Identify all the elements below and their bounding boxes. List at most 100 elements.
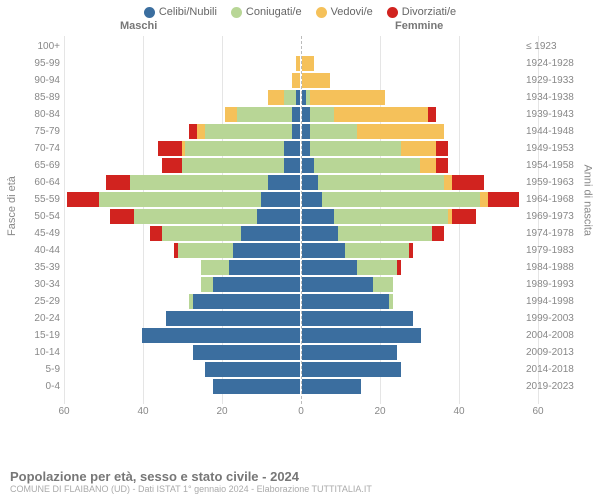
- birth-year-label: 1994-1998: [526, 293, 586, 310]
- bar-segment: [150, 226, 162, 241]
- birth-year-label: 2009-2013: [526, 344, 586, 361]
- bar-segment: [310, 90, 385, 105]
- x-tick: 40: [137, 406, 148, 417]
- bar-segment: [162, 158, 182, 173]
- age-label: 20-24: [20, 310, 60, 327]
- age-label: 100+: [20, 38, 60, 55]
- bar-segment: [302, 328, 421, 343]
- age-label: 55-59: [20, 191, 60, 208]
- age-label: 75-79: [20, 123, 60, 140]
- male-bar: [162, 158, 300, 173]
- male-bar: [268, 90, 300, 105]
- bar-segment: [99, 192, 261, 207]
- male-bar: [205, 362, 300, 377]
- age-band-row: 10-142009-2013: [0, 344, 600, 361]
- male-bar: [292, 73, 300, 88]
- bar-segment: [302, 73, 330, 88]
- x-tick: 20: [216, 406, 227, 417]
- plot-area: Fasce di età Anni di nascita 60402002040…: [0, 36, 600, 424]
- legend-item: Coniugati/e: [231, 6, 302, 18]
- bar-segment: [302, 141, 310, 156]
- age-band-row: 60-64 1959-1963: [0, 174, 600, 191]
- age-label: 85-89: [20, 89, 60, 106]
- birth-year-label: ≤ 1923: [526, 38, 586, 55]
- age-label: 65-69: [20, 157, 60, 174]
- male-bar: [106, 175, 300, 190]
- bar-segment: [428, 107, 436, 122]
- male-bar: [110, 209, 300, 224]
- female-bar: [302, 328, 421, 343]
- bar-segment: [302, 379, 361, 394]
- birth-year-label: 1934-1938: [526, 89, 586, 106]
- male-bar: [189, 124, 300, 139]
- bar-segment: [284, 90, 296, 105]
- female-bar: [302, 260, 401, 275]
- bar-segment: [268, 90, 284, 105]
- bar-segment: [284, 141, 300, 156]
- chart-subtitle: COMUNE DI FLAIBANO (UD) - Dati ISTAT 1° …: [10, 484, 372, 494]
- birth-year-label: 1959-1963: [526, 174, 586, 191]
- male-bar: [213, 379, 300, 394]
- bar-segment: [213, 379, 300, 394]
- bar-segment: [420, 158, 436, 173]
- bar-segment: [178, 243, 233, 258]
- age-label: 95-99: [20, 55, 60, 72]
- bar-segment: [302, 158, 314, 173]
- bar-segment: [409, 243, 413, 258]
- bar-segment: [302, 192, 322, 207]
- female-bar: [302, 158, 448, 173]
- bar-segment: [193, 345, 300, 360]
- bar-segment: [257, 209, 300, 224]
- bar-segment: [182, 158, 285, 173]
- male-bar: [150, 226, 300, 241]
- bar-segment: [436, 141, 448, 156]
- bar-segment: [310, 124, 357, 139]
- bar-segment: [205, 362, 300, 377]
- bar-segment: [241, 226, 300, 241]
- age-label: 40-44: [20, 242, 60, 259]
- bar-segment: [334, 107, 429, 122]
- bar-segment: [201, 260, 229, 275]
- bar-segment: [162, 226, 241, 241]
- bar-segment: [302, 243, 345, 258]
- female-bar: [302, 107, 436, 122]
- male-bar: [193, 345, 300, 360]
- x-tick: 40: [453, 406, 464, 417]
- bar-segment: [284, 158, 300, 173]
- bar-segment: [452, 175, 484, 190]
- bar-segment: [322, 192, 480, 207]
- age-band-row: 0-42019-2023: [0, 378, 600, 395]
- bar-segment: [302, 277, 373, 292]
- age-label: 45-49: [20, 225, 60, 242]
- male-bar: [296, 56, 300, 71]
- age-band-row: 30-341989-1993: [0, 276, 600, 293]
- bar-segment: [357, 260, 397, 275]
- age-label: 15-19: [20, 327, 60, 344]
- age-band-row: 45-49 1974-1978: [0, 225, 600, 242]
- age-band-row: 90-941929-1933: [0, 72, 600, 89]
- bar-segment: [225, 107, 237, 122]
- age-label: 50-54: [20, 208, 60, 225]
- bar-segment: [310, 141, 401, 156]
- x-tick: 60: [532, 406, 543, 417]
- birth-year-label: 1974-1978: [526, 225, 586, 242]
- legend-swatch: [316, 7, 327, 18]
- bar-segment: [314, 158, 421, 173]
- legend-item: Divorziati/e: [387, 6, 456, 18]
- bar-segment: [480, 192, 488, 207]
- age-band-row: 25-291994-1998: [0, 293, 600, 310]
- age-band-row: 100+ ≤ 1923: [0, 38, 600, 55]
- female-bar: [302, 192, 519, 207]
- age-band-row: 65-691954-1958: [0, 157, 600, 174]
- birth-year-label: 1969-1973: [526, 208, 586, 225]
- female-bar: [302, 345, 397, 360]
- bar-segment: [213, 277, 300, 292]
- bar-segment: [334, 209, 449, 224]
- x-tick: 0: [298, 406, 304, 417]
- bar-segment: [197, 124, 205, 139]
- bar-segment: [345, 243, 408, 258]
- age-label: 60-64: [20, 174, 60, 191]
- legend-label: Coniugati/e: [246, 6, 302, 18]
- male-bar: [158, 141, 300, 156]
- birth-year-label: 1949-1953: [526, 140, 586, 157]
